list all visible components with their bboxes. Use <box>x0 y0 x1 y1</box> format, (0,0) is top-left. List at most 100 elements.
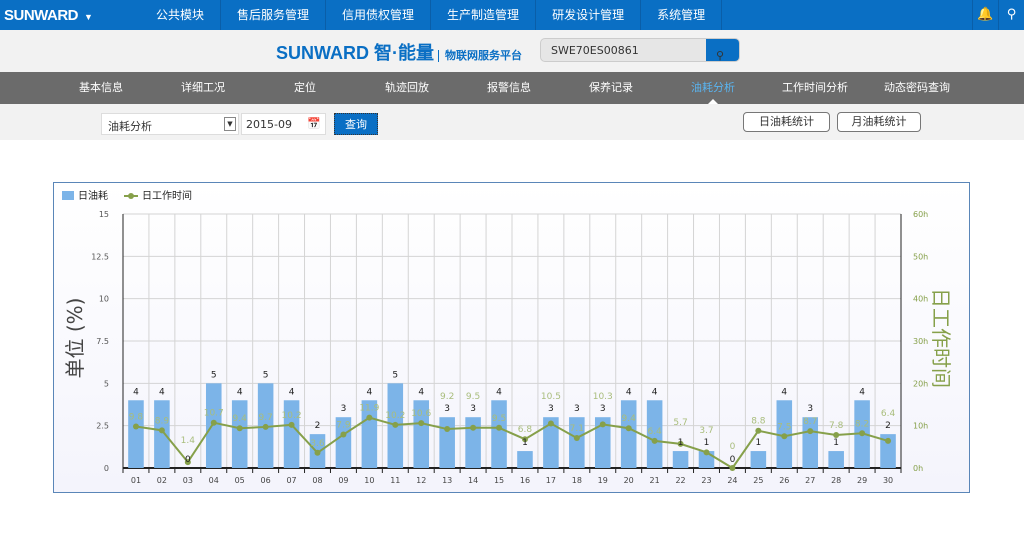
line-data-label: 3.6 <box>310 439 325 449</box>
menu-item[interactable]: 生产制造管理 <box>431 0 537 30</box>
line-point <box>859 430 866 437</box>
menu-item[interactable]: 系统管理 <box>641 0 723 30</box>
x-tick-label: 15 <box>494 476 504 485</box>
logo-text: SUNWARD <box>4 6 79 24</box>
bar <box>154 400 170 468</box>
line-point <box>677 440 684 447</box>
y2-tick-label: 40h <box>913 295 928 304</box>
line-point <box>132 423 139 430</box>
x-tick-label: 09 <box>338 476 348 485</box>
bar-data-label: 3 <box>341 404 347 414</box>
date-input[interactable]: 2015-09 📅 <box>241 113 326 135</box>
filter-bar: 油耗分析 ▼ 2015-09 📅 查询 日油耗统计 月油耗统计 <box>0 104 1024 140</box>
legend-line-marker <box>128 193 134 199</box>
bar <box>672 451 689 468</box>
line-data-label: 8.2 <box>855 419 869 429</box>
line-point <box>599 421 606 428</box>
x-tick-label: 12 <box>416 476 426 485</box>
bar-data-label: 0 <box>730 455 736 465</box>
tab-track[interactable]: 轨迹回放 <box>385 81 429 94</box>
line-data-label: 11.9 <box>359 404 379 414</box>
x-tick-label: 28 <box>831 476 841 485</box>
legend-bar-swatch <box>62 191 74 200</box>
series-line <box>135 416 889 470</box>
tab-alarm[interactable]: 报警信息 <box>487 81 531 94</box>
line-data-label: 7.5 <box>777 422 791 432</box>
calendar-icon[interactable]: 📅 <box>307 117 321 130</box>
daily-stats-button[interactable]: 日油耗统计 <box>743 112 830 132</box>
line-data-label: 8.7 <box>803 417 817 427</box>
bar-data-label: 1 <box>755 438 761 448</box>
top-bar: SUNWARD ▼ 公共模块 售后服务管理 信用债权管理 生产制造管理 研发设计管… <box>0 0 1024 30</box>
line-data-label: 7.9 <box>336 421 351 431</box>
line-data-label: 8.8 <box>751 417 766 427</box>
x-tick-label: 20 <box>624 476 634 485</box>
x-tick-label: 07 <box>286 476 296 485</box>
tab-worktime[interactable]: 工作时间分析 <box>782 81 848 94</box>
logo[interactable]: SUNWARD ▼ <box>0 7 140 24</box>
menu-item[interactable]: 公共模块 <box>140 0 222 30</box>
menu-item[interactable]: 研发设计管理 <box>536 0 642 30</box>
bar <box>128 400 144 468</box>
chevron-down-icon[interactable]: ▼ <box>224 117 236 131</box>
line-point <box>158 427 165 434</box>
bar-data-label: 2 <box>885 421 891 431</box>
line-point <box>755 427 762 434</box>
tab-maintenance[interactable]: 保养记录 <box>589 81 633 94</box>
x-tick-label: 04 <box>209 476 219 485</box>
line-point <box>521 436 528 443</box>
legend-line-label[interactable]: 日工作时间 <box>142 189 192 202</box>
bar-data-label: 4 <box>237 387 243 397</box>
x-tick-label: 02 <box>157 476 167 485</box>
select-value: 油耗分析 <box>108 120 152 133</box>
brand-logo: SUNWARD 智·能量 物联网服务平台 <box>276 39 522 65</box>
line-point <box>340 431 347 438</box>
tab-fuel[interactable]: 油耗分析 <box>662 72 764 104</box>
bar <box>569 417 585 468</box>
line-data-label: 6.8 <box>518 425 533 435</box>
bar <box>335 417 352 468</box>
search-input[interactable]: SWE70ES00861 <box>551 44 639 57</box>
line-point <box>392 421 399 428</box>
bar-data-label: 3 <box>444 404 450 414</box>
tab-location[interactable]: 定位 <box>294 81 316 94</box>
bar <box>646 400 663 468</box>
tab-basic[interactable]: 基本信息 <box>79 81 123 94</box>
line-data-label: 9.2 <box>440 392 454 402</box>
line-point <box>729 465 736 471</box>
line-point <box>703 449 710 456</box>
y-tick-label: 0 <box>104 464 109 473</box>
line-point <box>651 437 658 444</box>
x-tick-label: 22 <box>675 476 685 485</box>
line-point <box>184 459 191 466</box>
platform-name: 物联网服务平台 <box>438 50 522 62</box>
line-data-label: 5.7 <box>673 418 687 428</box>
chevron-down-icon[interactable]: ▼ <box>84 11 93 22</box>
bar <box>620 400 637 468</box>
line-point <box>314 449 321 456</box>
bell-icon[interactable]: 🔔 <box>972 0 998 30</box>
tab-detail[interactable]: 详细工况 <box>181 81 225 94</box>
bar <box>880 434 896 468</box>
query-button[interactable]: 查询 <box>334 113 378 135</box>
monthly-stats-button[interactable]: 月油耗统计 <box>837 112 921 132</box>
line-data-label: 9.4 <box>622 414 637 424</box>
bar <box>750 451 767 468</box>
menu-item[interactable]: 售后服务管理 <box>221 0 327 30</box>
bar-data-label: 4 <box>496 387 502 397</box>
x-tick-label: 23 <box>701 476 711 485</box>
device-search[interactable]: SWE70ES00861 ⚲ <box>540 38 740 62</box>
line-data-label: 9.5 <box>466 392 480 402</box>
analysis-type-select[interactable]: 油耗分析 ▼ <box>101 113 239 135</box>
line-data-label: 6.4 <box>647 427 662 437</box>
legend-bar-label[interactable]: 日油耗 <box>78 189 108 202</box>
bar-data-label: 1 <box>678 438 684 448</box>
search-icon[interactable]: ⚲ <box>998 0 1024 30</box>
line-point <box>262 423 269 430</box>
tab-password[interactable]: 动态密码查询 <box>884 81 950 94</box>
line-point <box>210 419 217 426</box>
search-button[interactable]: ⚲ <box>706 39 739 61</box>
menu-item[interactable]: 信用债权管理 <box>326 0 432 30</box>
bar-data-label: 4 <box>859 387 865 397</box>
sub-nav: 基本信息 详细工况 定位 轨迹回放 报警信息 保养记录 油耗分析 工作时间分析 … <box>0 72 1024 104</box>
